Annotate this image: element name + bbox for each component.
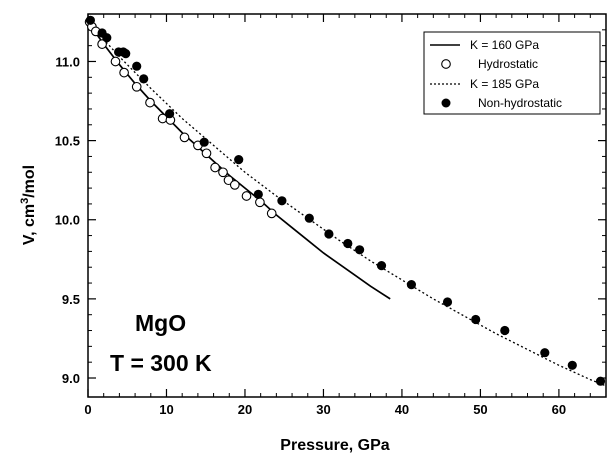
annotation-temperature: T = 300 K (110, 350, 212, 376)
x-tick-label: 40 (395, 402, 409, 417)
legend-marker-hydrostatic (441, 59, 451, 69)
data-point-1 (210, 162, 220, 173)
data-point-3 (343, 238, 353, 249)
x-tick-label: 30 (316, 402, 330, 417)
y-tick-label: 10.5 (55, 134, 80, 149)
legend-label-nonhydrostatic: Non-hydrostatic (478, 96, 562, 110)
legend: K = 160 GPa Hydrostatic K = 185 GPa Non-… (423, 31, 601, 115)
y-tick-label: 9.5 (62, 292, 80, 307)
data-point-3 (234, 155, 244, 165)
data-point-3 (199, 137, 209, 147)
data-point-1 (255, 197, 265, 208)
legend-label-k160: K = 160 GPa (470, 38, 539, 52)
data-point-1 (119, 67, 129, 78)
data-point-3 (102, 33, 112, 43)
data-point-1 (97, 39, 107, 49)
data-point-3 (304, 213, 314, 223)
data-point-1 (201, 148, 212, 159)
data-point-1 (145, 97, 155, 108)
data-point-3 (85, 15, 95, 25)
data-point-1 (266, 208, 277, 219)
data-point-1 (218, 167, 228, 178)
data-point-3 (121, 49, 131, 59)
x-tick-label: 20 (238, 402, 252, 417)
series-layer (84, 15, 607, 387)
x-tick-label: 50 (473, 402, 487, 417)
data-point-1 (223, 175, 234, 186)
series-line-2 (87, 21, 607, 387)
data-point-3 (442, 297, 453, 307)
y-tick-label: 10.0 (55, 213, 80, 228)
y-tick-label: 9.0 (62, 371, 80, 386)
x-tick-labels: 0 10 20 30 40 50 60 (84, 402, 566, 417)
legend-label-hydrostatic: Hydrostatic (478, 57, 538, 71)
data-point-1 (110, 56, 121, 67)
y-axis-title: V, cm3/mol (19, 165, 38, 245)
y-axis-title-base: V, cm (21, 204, 38, 245)
x-tick-label: 10 (159, 402, 173, 417)
axis-ticks (87, 14, 606, 397)
data-point-3 (324, 229, 334, 239)
data-point-1 (179, 132, 190, 143)
data-point-3 (595, 376, 606, 386)
data-point-3 (406, 280, 416, 290)
data-point-3 (277, 196, 287, 206)
data-point-3 (132, 61, 142, 71)
data-point-3 (139, 74, 149, 84)
data-point-3 (165, 109, 175, 119)
data-point-3 (253, 189, 263, 199)
x-tick-label: 60 (552, 402, 566, 417)
data-point-3 (567, 360, 577, 370)
x-tick-label: 0 (84, 402, 91, 417)
y-axis-title-sup: 3 (19, 198, 31, 204)
data-point-3 (471, 314, 481, 325)
x-axis-title: Pressure, GPa (280, 437, 390, 454)
data-point-3 (376, 261, 387, 271)
plot-frame (87, 13, 607, 398)
data-point-3 (500, 325, 510, 336)
y-axis-title-tail: /mol (21, 165, 38, 198)
y-tick-label: 11.0 (55, 54, 80, 69)
legend-marker-nonhydrostatic (441, 98, 451, 108)
data-point-3 (540, 348, 550, 358)
data-point-1 (131, 81, 142, 92)
data-point-1 (229, 180, 240, 190)
data-point-3 (355, 245, 365, 255)
annotation-material: MgO (135, 310, 186, 336)
legend-label-k185: K = 185 GPa (470, 77, 539, 91)
data-point-1 (241, 191, 252, 201)
y-tick-labels: 9.0 9.5 10.0 10.5 11.0 (55, 54, 80, 386)
